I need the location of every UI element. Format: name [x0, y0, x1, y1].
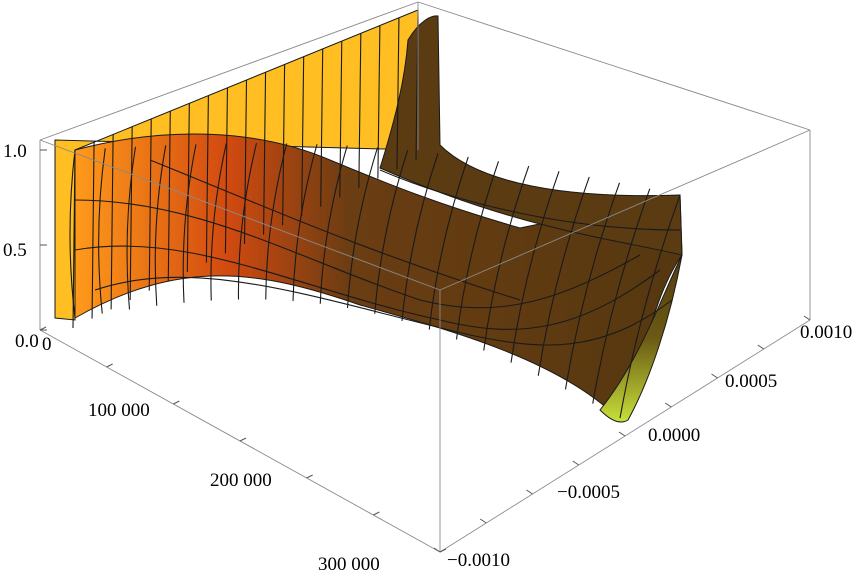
axis-ticks	[39, 149, 811, 553]
mesh-line	[94, 276, 673, 346]
mesh-line	[455, 161, 500, 340]
surface-right-face	[379, 15, 683, 256]
mesh-line	[301, 56, 305, 217]
mesh-line	[167, 111, 171, 282]
surface-trough	[599, 254, 683, 423]
mesh-line	[592, 188, 651, 404]
mesh-line	[224, 87, 228, 254]
tick-mark	[39, 326, 47, 331]
tick-mark	[306, 474, 313, 479]
x-tick-label: 100 000	[88, 400, 150, 421]
mesh-line	[401, 153, 439, 321]
tick-mark	[526, 489, 533, 495]
z-tick-label: 0.5	[3, 240, 27, 261]
mesh-line	[74, 245, 661, 330]
y-tick-label: −0.0010	[447, 550, 510, 571]
tick-mark	[664, 402, 672, 408]
mesh-line	[129, 126, 133, 301]
mesh-line	[149, 159, 521, 301]
x-tick-label: 200 000	[210, 470, 272, 491]
mesh-line	[265, 143, 288, 300]
tick-mark	[572, 460, 580, 466]
mesh-line	[126, 146, 137, 310]
mesh-line	[72, 149, 76, 329]
tick-mark	[239, 437, 247, 442]
mesh-line	[510, 171, 560, 363]
mesh-line	[182, 144, 197, 303]
mesh-line	[428, 156, 469, 330]
y-tick-label: 0.0010	[800, 322, 852, 343]
mesh-line	[339, 41, 343, 198]
z-tick-label: 0.0	[15, 331, 39, 352]
tick-mark	[479, 518, 487, 524]
tick-mark	[618, 431, 626, 437]
mesh-line	[619, 194, 681, 419]
mesh-line	[110, 134, 114, 310]
tick-mark	[106, 363, 113, 368]
mesh-line	[564, 182, 621, 390]
mesh-line	[320, 48, 324, 207]
mesh-line	[346, 147, 379, 309]
tick-mark	[803, 315, 811, 321]
tick-mark	[711, 373, 718, 379]
tick-mark	[373, 511, 380, 516]
mesh-line	[98, 148, 106, 314]
mesh-line	[263, 72, 267, 235]
mesh-line	[74, 199, 641, 309]
mesh-line	[91, 142, 95, 319]
mesh-line	[282, 64, 286, 226]
z-tick-label: 1.0	[3, 141, 27, 162]
mesh-line	[377, 25, 381, 179]
tick-mark	[433, 547, 441, 553]
mesh-line	[319, 145, 348, 304]
x-tick-label: 0	[42, 334, 52, 355]
mesh-line	[374, 149, 409, 314]
mesh-line	[396, 17, 400, 170]
mesh-line	[154, 145, 167, 306]
mesh-line	[205, 95, 209, 263]
mesh-line	[358, 33, 362, 189]
mesh-line	[379, 169, 681, 231]
surface-mesh	[54, 9, 683, 423]
mesh-line	[210, 143, 227, 301]
x-tick-label: 300 000	[318, 554, 380, 575]
y-tick-label: 0.0000	[648, 425, 700, 446]
tick-mark	[173, 400, 180, 405]
mesh-line	[148, 118, 152, 291]
mesh-line	[292, 144, 318, 301]
mesh-line	[186, 103, 190, 273]
y-tick-label: 0.0005	[725, 371, 777, 392]
mesh-line	[537, 176, 590, 376]
tick-mark	[439, 548, 447, 553]
tick-mark	[757, 344, 765, 350]
y-tick-label: −0.0005	[557, 482, 620, 503]
